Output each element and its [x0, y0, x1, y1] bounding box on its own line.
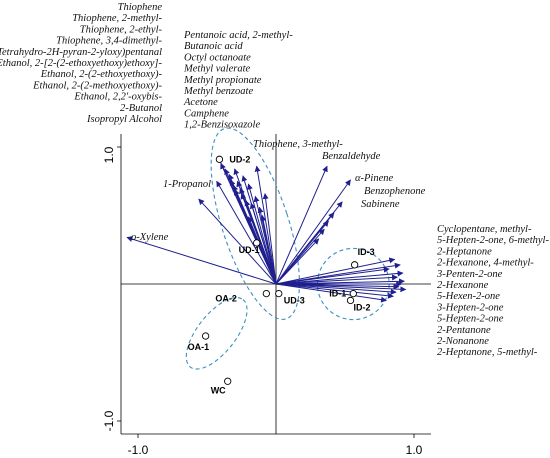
- loading-vector: [198, 198, 277, 285]
- variable-label: 3-Penten-2-one: [436, 269, 503, 280]
- label-benzophenone: Benzophenone: [364, 186, 426, 197]
- variable-label: 2-Nonanone: [437, 336, 489, 347]
- loading-vector: [275, 270, 404, 285]
- cluster-ellipse-ud: [210, 127, 300, 320]
- loading-vector: [275, 179, 351, 285]
- loading-vector: [254, 165, 277, 285]
- label-group-right: Cyclopentane, methyl-5-Hepten-2-one, 6-m…: [436, 224, 549, 358]
- variable-label: Ethanol, 2,2'-oxybis-: [73, 92, 162, 103]
- y-tick-top: 1.0: [102, 146, 116, 163]
- variable-label: 5-Hexen-2-one: [437, 291, 500, 302]
- variable-label: 2-Heptanone, 5-methyl-: [437, 347, 538, 358]
- variable-label: Ethanol, 2-(2-ethoxyethoxy)-: [40, 69, 163, 80]
- y-tick-bottom: -1.0: [102, 410, 116, 431]
- sample-points: UD-2 UD-1 UD-3 OA-2 OA-1 WC ID-3 ID-1 ID-2: [188, 154, 375, 395]
- loading-vector: [247, 216, 277, 285]
- label-group-top-left: Thiophene Thiophene, 2-methyl-Thiophene, …: [0, 2, 163, 125]
- sample-point-id-2: [346, 296, 355, 305]
- variable-label: Cyclopentane, methyl-: [437, 224, 532, 235]
- loading-vector: [275, 283, 407, 293]
- variable-label: 2-Pentanone: [437, 325, 491, 336]
- loading-vectors: [126, 156, 407, 303]
- loading-vector: [275, 283, 387, 303]
- label-thiophene-3-methyl: Thiophene, 3-methyl-: [253, 139, 343, 150]
- label-group-top-middle: Pentanoic acid, 2-methyl-Butanoic acid Oc…: [183, 30, 293, 131]
- loading-vector: [233, 168, 277, 285]
- variable-label: 5-Hepten-2-one: [437, 314, 504, 325]
- sample-label-wc: WC: [211, 385, 226, 395]
- loading-vector: [216, 180, 277, 285]
- sample-point-id-1: [349, 289, 357, 298]
- sample-label-id-2: ID-2: [354, 302, 371, 312]
- variable-label: Ethanol, 2-(2-methoxyethoxy)-: [32, 80, 162, 91]
- loading-vector: [275, 283, 397, 295]
- variable-label: Octyl octanoate: [184, 52, 251, 63]
- loading-vector: [275, 266, 390, 285]
- variable-label: 2-Butanol: [120, 103, 162, 114]
- label-sabinene: Sabinene: [361, 199, 400, 210]
- sample-label-ud-2: UD-2: [229, 154, 250, 164]
- variable-label: Butanoic acid: [184, 41, 243, 52]
- variable-label: Ethanol, 2-[2-(2-ethoxyethoxy)ethoxy]-: [0, 58, 162, 69]
- loading-vector: [249, 202, 277, 285]
- variable-label: Methyl benzoate: [183, 86, 253, 97]
- cluster-ellipse-oa: [185, 297, 248, 370]
- loading-vector: [262, 192, 277, 285]
- x-tick-right: 1.0: [406, 443, 423, 457]
- sample-label-ud-3: UD-3: [284, 296, 305, 306]
- variable-label: Camphene: [184, 108, 229, 119]
- sample-label-oa-2: OA-2: [215, 294, 237, 304]
- sample-label-ud-1: UD-1: [239, 245, 260, 255]
- loading-vector: [275, 257, 396, 285]
- sample-point-id-3: [351, 261, 359, 269]
- variable-label: 2-Hexanone: [437, 280, 489, 291]
- variable-label: 1,2-Benzisoxazole: [184, 120, 260, 131]
- sample-label-id-3: ID-3: [358, 247, 375, 257]
- variable-label: Methyl propionate: [183, 75, 262, 86]
- loading-vector: [275, 238, 320, 285]
- variable-label: Isopropyl Alcohol: [86, 114, 162, 125]
- loading-vector: [126, 236, 277, 285]
- variable-label: 2-Hexanone, 4-methyl-: [437, 258, 534, 269]
- sample-point-wc: [224, 377, 232, 385]
- variable-label: Thiophene, 2-ethyl-: [80, 24, 163, 35]
- sample-point-ud-1: [253, 239, 261, 247]
- variable-label: Acetone: [183, 97, 218, 108]
- x-tick-left: -1.0: [128, 443, 149, 457]
- variable-label: 3-Hepten-2-one: [436, 302, 504, 313]
- sample-point-ud-3: [275, 289, 283, 298]
- variable-label: Thiophene: [118, 2, 163, 13]
- sample-label-id-1: ID-1: [329, 289, 346, 299]
- loading-vector: [275, 165, 328, 285]
- variable-label: 2-Heptanone: [437, 246, 492, 257]
- sample-point-ud-2: [215, 155, 224, 163]
- sample-point-oa-2: [262, 289, 270, 298]
- variable-label: 5-Hepten-2-one, 6-methyl-: [437, 235, 549, 246]
- variable-label: Thiophene, 2-methyl-: [72, 13, 162, 24]
- variable-label: Thiophene, 3,4-dimethyl-: [56, 36, 162, 47]
- loading-vector: [275, 274, 399, 285]
- variable-label: Methyl valerate: [183, 64, 251, 75]
- label-o-xylene: o-Xylene: [131, 232, 169, 243]
- variable-label: Pentanoic acid, 2-methyl-: [183, 30, 293, 41]
- loading-vector: [260, 214, 277, 285]
- sample-point-oa-1: [201, 332, 210, 340]
- sample-label-oa-1: OA-1: [188, 342, 210, 352]
- label-1-propanol: 1-Propanol: [163, 179, 211, 190]
- label-alpha-pinene: α-Pinene: [355, 173, 393, 184]
- variable-label: 5-(Tetrahydro-2H-pyran-2-yloxy)pentanal: [0, 47, 162, 58]
- label-benzaldehyde: Benzaldehyde: [322, 151, 381, 162]
- loading-vector: [275, 283, 394, 299]
